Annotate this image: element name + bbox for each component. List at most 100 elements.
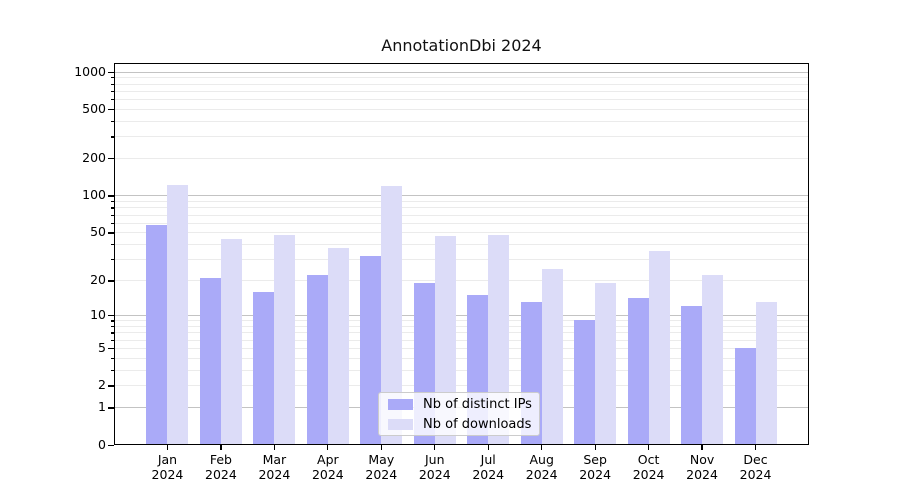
gridline-minor bbox=[114, 369, 809, 371]
x-tick-mark bbox=[648, 445, 650, 450]
x-tick-label: Feb 2024 bbox=[205, 452, 237, 482]
y-tick-label: 500 bbox=[82, 100, 106, 116]
y-minor-tick-mark bbox=[111, 244, 114, 246]
gridline-minor bbox=[114, 320, 809, 322]
x-tick-label: Oct 2024 bbox=[632, 452, 665, 482]
bar-distinct-ips bbox=[306, 275, 328, 445]
x-tick-label: Apr 2024 bbox=[311, 452, 344, 482]
gridline-minor bbox=[114, 77, 809, 79]
y-tick-mark bbox=[108, 108, 114, 111]
bar-downloads bbox=[167, 184, 189, 445]
gridline-minor bbox=[114, 90, 809, 92]
y-minor-tick-mark bbox=[111, 207, 114, 209]
gridline-minor bbox=[114, 214, 809, 216]
x-tick-mark bbox=[273, 445, 275, 450]
y-tick-label: 0 bbox=[98, 436, 106, 452]
x-tick-mark bbox=[594, 445, 596, 450]
x-tick-label: Jan 2024 bbox=[151, 452, 184, 482]
gridline-minor bbox=[114, 357, 809, 359]
x-tick-mark bbox=[434, 445, 436, 450]
y-minor-tick-mark bbox=[111, 214, 114, 216]
y-tick-mark bbox=[108, 407, 114, 409]
gridline-minor bbox=[114, 99, 809, 101]
bar-distinct-ips bbox=[253, 291, 275, 445]
y-tick-mark bbox=[108, 444, 114, 446]
y-minor-tick-mark bbox=[111, 320, 114, 322]
x-tick-label: May 2024 bbox=[365, 452, 398, 482]
gridline-minor bbox=[114, 158, 809, 160]
bar-distinct-ips bbox=[574, 320, 596, 445]
x-tick-label: Sep 2024 bbox=[579, 452, 612, 482]
y-minor-tick-mark bbox=[111, 77, 114, 79]
gridline-minor bbox=[114, 385, 809, 387]
legend-entry-downloads: Nb of downloads bbox=[388, 416, 532, 432]
legend-swatch-distinct-ips-icon bbox=[388, 398, 413, 410]
bar-distinct-ips bbox=[681, 306, 703, 445]
y-minor-tick-mark bbox=[111, 83, 114, 85]
y-minor-tick-mark bbox=[111, 90, 114, 92]
x-tick-label: Jul 2024 bbox=[472, 452, 505, 482]
legend-swatch-downloads-icon bbox=[388, 418, 413, 430]
y-tick-mark bbox=[108, 347, 114, 350]
x-tick-mark bbox=[754, 445, 757, 450]
y-tick-label: 50 bbox=[90, 224, 106, 240]
gridline-minor bbox=[114, 108, 809, 110]
y-tick-mark bbox=[108, 232, 114, 234]
y-minor-tick-mark bbox=[111, 369, 114, 372]
x-tick-mark bbox=[220, 445, 222, 450]
y-minor-tick-mark bbox=[111, 120, 114, 123]
gridline-minor bbox=[114, 207, 809, 209]
gridline-major bbox=[114, 195, 809, 197]
x-tick-mark bbox=[541, 445, 543, 450]
bar-distinct-ips bbox=[627, 298, 649, 445]
gridline-major bbox=[114, 71, 809, 73]
y-tick-mark bbox=[108, 280, 114, 282]
x-tick-label: Jun 2024 bbox=[418, 452, 451, 482]
gridline-minor bbox=[114, 259, 809, 261]
x-tick-label: Mar 2024 bbox=[258, 452, 291, 482]
x-tick-mark bbox=[166, 445, 169, 450]
gridline-minor bbox=[114, 136, 809, 138]
y-tick-label: 1 bbox=[98, 399, 106, 415]
y-tick-label: 2 bbox=[98, 377, 106, 393]
gridline-minor bbox=[114, 120, 809, 122]
x-tick-label: Aug 2024 bbox=[525, 452, 558, 482]
x-tick-mark bbox=[701, 445, 703, 450]
x-tick-mark bbox=[327, 445, 329, 450]
gridline-minor bbox=[114, 201, 809, 203]
bar-distinct-ips bbox=[360, 255, 382, 445]
y-tick-label: 1000 bbox=[74, 63, 106, 79]
gridline-minor bbox=[114, 332, 809, 334]
y-minor-tick-mark bbox=[111, 259, 114, 261]
y-tick-mark bbox=[108, 385, 114, 387]
y-minor-tick-mark bbox=[111, 326, 114, 328]
gridline-minor bbox=[114, 232, 809, 234]
legend: Nb of distinct IPs Nb of downloads bbox=[378, 392, 540, 436]
y-minor-tick-mark bbox=[111, 136, 114, 138]
gridline-minor bbox=[114, 83, 809, 85]
gridline-minor bbox=[114, 244, 809, 246]
y-minor-tick-mark bbox=[111, 222, 114, 224]
y-tick-mark bbox=[108, 315, 114, 317]
x-tick-mark bbox=[487, 445, 489, 450]
bar-downloads bbox=[381, 185, 403, 445]
y-tick-label: 100 bbox=[82, 187, 106, 203]
bar-downloads bbox=[220, 239, 242, 445]
bar-downloads bbox=[755, 302, 777, 445]
legend-label-downloads: Nb of downloads bbox=[423, 416, 532, 432]
y-tick-label: 5 bbox=[98, 339, 106, 355]
gridline-minor bbox=[114, 280, 809, 282]
y-minor-tick-mark bbox=[111, 357, 114, 360]
y-minor-tick-mark bbox=[111, 99, 114, 101]
chart-title: AnnotationDbi 2024 bbox=[381, 36, 542, 55]
x-tick-mark bbox=[380, 445, 382, 450]
gridline-major bbox=[114, 315, 809, 317]
y-tick-label: 20 bbox=[90, 272, 106, 288]
legend-entry-distinct-ips: Nb of distinct IPs bbox=[388, 397, 532, 412]
gridline-minor bbox=[114, 339, 809, 341]
bar-distinct-ips bbox=[734, 347, 756, 445]
bar-downloads bbox=[595, 282, 617, 445]
y-tick-mark bbox=[108, 71, 114, 73]
y-minor-tick-mark bbox=[111, 339, 114, 341]
